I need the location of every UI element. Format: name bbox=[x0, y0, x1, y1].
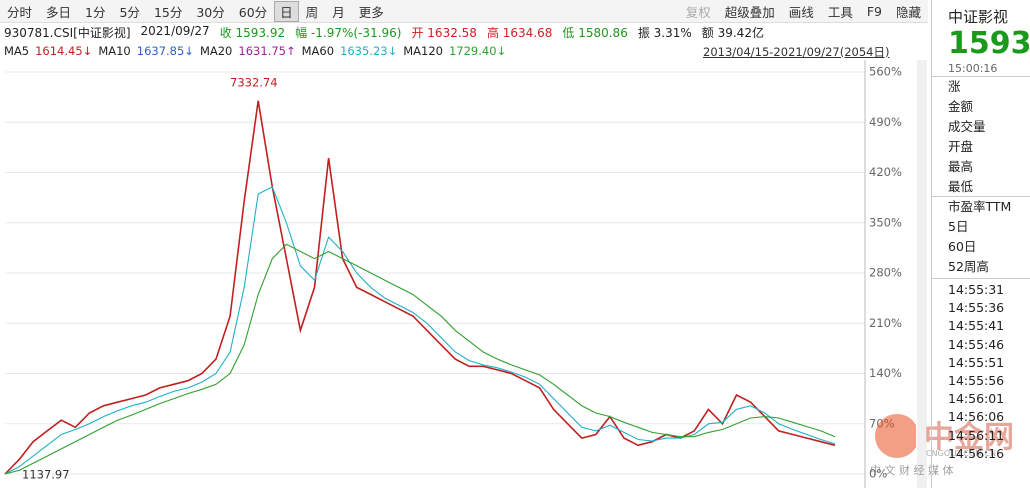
toolbar-button[interactable]: 1分 bbox=[85, 4, 106, 20]
toolbar-button[interactable]: 5分 bbox=[119, 4, 140, 20]
tick-time: 14:55:46 bbox=[948, 336, 1005, 352]
toolbar-button[interactable]: 多日 bbox=[46, 4, 72, 20]
watermark-url: CNGOLD.COM.CN bbox=[926, 449, 997, 458]
tick-time: 14:55:51 bbox=[948, 354, 1005, 370]
watermark-tag: 中 文 财 经 媒 体 bbox=[870, 464, 954, 477]
ma-value: 1637.85↓ bbox=[136, 44, 194, 58]
y-tick-label: 420% bbox=[869, 165, 902, 179]
y-tick-label: 560% bbox=[869, 65, 902, 79]
tick-time: 14:55:41 bbox=[948, 318, 1005, 334]
scrollbar[interactable] bbox=[917, 60, 927, 488]
quote-field: 幅 -1.97%(-31.96) bbox=[295, 26, 402, 40]
toolbar-right: 复权 超级叠加 画线 工具 F9 隐藏 bbox=[679, 0, 928, 22]
separator bbox=[932, 76, 1030, 77]
field-label: 5日 bbox=[948, 219, 969, 234]
ma-value: 1631.75↑ bbox=[238, 44, 296, 58]
tick-time: 14:55:36 bbox=[948, 300, 1005, 316]
ma-name: MA120 bbox=[403, 44, 443, 58]
ma-name: MA5 bbox=[4, 44, 30, 58]
y-tick-label: 280% bbox=[869, 266, 902, 280]
y-tick-label: 210% bbox=[869, 316, 902, 330]
toolbar-button[interactable]: 工具 bbox=[827, 4, 853, 20]
ma-value: 1635.23↓ bbox=[340, 44, 398, 58]
tick-time: 14:56:16 bbox=[948, 445, 1005, 461]
field-label: 60日 bbox=[948, 239, 977, 254]
toolbar-button[interactable]: 复权 bbox=[685, 4, 711, 20]
field-label: 涨 bbox=[948, 79, 961, 94]
line-series bbox=[4, 100, 836, 475]
y-tick-label: 140% bbox=[869, 366, 902, 380]
line-series bbox=[4, 186, 836, 475]
quote-field: 收 1593.92 bbox=[219, 26, 286, 40]
separator bbox=[932, 278, 1030, 279]
quote-info: 930781.CSI[中证影视] 2021/09/27 收 1593.92 幅 -1.… bbox=[4, 24, 764, 41]
tick-time: 14:56:06 bbox=[948, 409, 1005, 425]
tick-time: 14:56:11 bbox=[948, 427, 1005, 443]
y-tick-label: 490% bbox=[869, 115, 902, 129]
quote-field: 开 1632.58 bbox=[411, 26, 477, 40]
watermark-logo bbox=[875, 414, 916, 458]
watermark bbox=[875, 414, 916, 458]
ma-name: MA60 bbox=[301, 44, 335, 58]
ma-name: MA20 bbox=[199, 44, 233, 58]
toolbar-button[interactable]: 画线 bbox=[788, 4, 814, 20]
stock-price: 1593 bbox=[948, 26, 1030, 61]
tick-time: 14:55:31 bbox=[948, 282, 1005, 297]
toolbar-button[interactable]: 隐藏 bbox=[895, 4, 921, 20]
field-label: 市盈率TTM bbox=[948, 199, 1012, 214]
toolbar-button[interactable]: 月 bbox=[332, 4, 345, 20]
stock-name: 中证影视 bbox=[948, 8, 1009, 26]
toolbar: 分时 多日 1分 5分 15分 30分 60分日周月更多 复权 超级叠加 画线 工具 F9 隐藏 bbox=[0, 0, 928, 23]
toolbar-button[interactable]: 超级叠加 bbox=[724, 4, 775, 20]
line-series bbox=[4, 243, 836, 475]
ma-value: 1614.45↓ bbox=[35, 44, 93, 58]
quote-field: 额 39.42亿 bbox=[701, 26, 764, 40]
toolbar-button[interactable]: 30分 bbox=[196, 4, 225, 20]
separator bbox=[932, 196, 1030, 197]
quote-time: 15:00:16 bbox=[948, 62, 998, 75]
toolbar-button[interactable]: 日 bbox=[274, 0, 299, 22]
field-list: 涨金额成交量开盘最高最低市盈率TTM 5日 60日 52周高 bbox=[948, 77, 1011, 277]
quote-field: 低 1580.86 bbox=[562, 26, 628, 40]
field-label: 最低 bbox=[948, 179, 974, 194]
toolbar-button[interactable]: 60分 bbox=[238, 4, 268, 20]
toolbar-button[interactable]: 15分 bbox=[153, 4, 183, 20]
ma-value: 1729.40↓ bbox=[448, 44, 507, 58]
field-label: 成交量 bbox=[948, 119, 986, 134]
y-tick-label: 350% bbox=[869, 215, 902, 229]
quote-field: 930781.CSI[中证影视] bbox=[4, 26, 131, 40]
toolbar-button[interactable]: 分时 bbox=[7, 4, 33, 20]
toolbar-button[interactable]: 更多 bbox=[358, 4, 384, 20]
field-label: 最高 bbox=[948, 159, 974, 174]
quote-field: 振 3.31% bbox=[637, 26, 692, 40]
field-label: 52周高 bbox=[948, 259, 989, 274]
quote-field: 高 1634.68 bbox=[486, 26, 553, 40]
ma-name: MA10 bbox=[98, 44, 131, 58]
field-label: 开盘 bbox=[948, 139, 974, 154]
toolbar-button[interactable]: 周 bbox=[305, 4, 319, 20]
tick-times: 14:55:31 14:55:36 14:55:41 14:55:46 14:55:51… bbox=[948, 281, 1004, 463]
annotation: 1137.97 bbox=[22, 468, 70, 482]
side-panel: 中证影视 1593 15:00:16 涨金额成交量开盘最高最低市盈率TTM 5日 6… bbox=[931, 0, 1030, 488]
toolbar-button[interactable]: F9 bbox=[866, 3, 882, 19]
tick-time: 14:55:56 bbox=[948, 373, 1005, 389]
ma-legend: MA5 1614.45↓ MA10 1637.85↓ MA20 1631.75↑ MA60 1… bbox=[4, 44, 506, 58]
tick-time: 14:56:01 bbox=[948, 391, 1005, 407]
watermark-brand: 中金网 bbox=[924, 420, 1014, 455]
y-tick-label: 0% bbox=[869, 467, 887, 481]
annotation: 7332.74 bbox=[230, 76, 278, 90]
field-label: 金额 bbox=[948, 99, 974, 114]
chart: 560%490%420%350%280%210%140%70%0% 7332.7… bbox=[4, 60, 916, 488]
date-range[interactable]: 2013/04/15-2021/09/27(2054日) bbox=[703, 45, 890, 59]
quote-field: 2021/09/27 bbox=[140, 24, 210, 38]
